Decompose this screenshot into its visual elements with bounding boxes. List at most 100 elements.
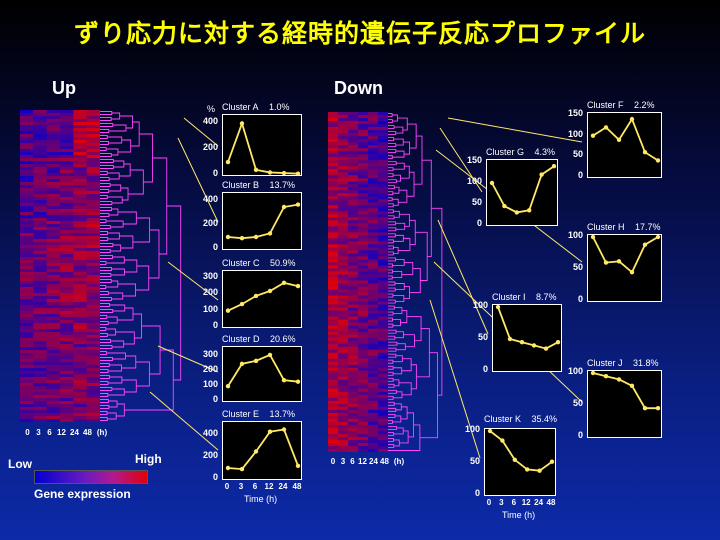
heatmap-cell xyxy=(86,371,100,375)
cluster-k-x-tick-label: 3 xyxy=(499,498,504,507)
heatmap-cell xyxy=(33,383,48,387)
dendrogram-branch xyxy=(392,174,401,182)
heatmap-cell xyxy=(60,140,74,144)
heatmap-cell xyxy=(368,217,379,221)
heatmap-cell xyxy=(348,127,359,131)
heatmap-cell xyxy=(73,395,88,399)
heatmap-cell xyxy=(378,244,388,248)
heatmap-cell xyxy=(328,331,339,336)
dendrogram-branch xyxy=(400,406,408,420)
dendrogram-branch xyxy=(392,258,405,266)
heatmap-cell xyxy=(358,208,369,212)
heatmap-cell xyxy=(73,356,88,360)
heatmap-cell xyxy=(328,229,339,233)
heatmap-cell xyxy=(378,205,388,209)
heatmap-cell xyxy=(33,233,48,237)
heatmap-cell xyxy=(348,385,359,390)
heatmap-cell xyxy=(348,208,359,212)
cluster-c-point xyxy=(253,293,259,299)
heatmap-cell xyxy=(33,161,48,165)
heatmap-cell xyxy=(338,409,349,414)
heatmap-cell xyxy=(20,401,34,405)
heatmap-cell xyxy=(348,409,359,414)
cluster-k-x-tick-label: 6 xyxy=(511,498,517,507)
heatmap-cell xyxy=(20,128,34,132)
heatmap-cell xyxy=(20,224,34,228)
heatmap-cell xyxy=(60,293,74,297)
heatmap-cell xyxy=(338,355,349,360)
heatmap-cell xyxy=(368,394,379,399)
heatmap-cell xyxy=(378,223,388,227)
cluster-d-y-tick-label: 100 xyxy=(202,379,218,390)
heatmap-cell xyxy=(338,259,349,263)
heatmap-cell xyxy=(358,256,369,260)
dendrogram-branch xyxy=(388,185,395,190)
heatmap-cell xyxy=(328,217,339,221)
cluster-k-title: Cluster K 35.4% xyxy=(484,414,557,424)
heatmap-cell xyxy=(368,337,379,342)
cluster-g-point xyxy=(539,172,544,177)
heatmap-cell xyxy=(20,350,34,354)
heatmap-cell xyxy=(358,178,369,182)
heatmap-cell xyxy=(46,416,61,420)
heatmap-cell xyxy=(46,254,61,258)
cluster-c-point xyxy=(239,301,245,307)
heatmap-cell xyxy=(73,398,88,402)
heatmap-cell xyxy=(328,364,339,369)
cluster-i-point xyxy=(555,340,561,345)
connector-line xyxy=(157,345,219,373)
heatmap-cell xyxy=(338,211,349,215)
heatmap-cell xyxy=(378,133,388,137)
heatmap-cell xyxy=(46,299,61,303)
heatmap-cell xyxy=(33,341,48,345)
heatmap-cell xyxy=(358,169,369,173)
heatmap-cell xyxy=(73,311,88,315)
heatmap-cell xyxy=(73,215,88,219)
heatmap-cell xyxy=(33,350,48,354)
heatmap-cell xyxy=(328,211,339,215)
heatmap-cell xyxy=(60,314,74,318)
dendrogram-branch xyxy=(388,227,397,232)
heatmap-cell xyxy=(86,311,100,315)
heatmap-cell xyxy=(378,178,388,182)
heatmap-cell xyxy=(348,397,359,402)
heatmap-cell xyxy=(378,190,388,194)
heatmap-cell xyxy=(20,278,34,282)
heatmap-cell xyxy=(33,419,48,422)
up-dendrogram xyxy=(100,111,182,421)
heatmap-cell xyxy=(358,421,369,426)
heatmap-cell xyxy=(338,406,349,411)
dendrogram-branch xyxy=(388,419,393,424)
heatmap-cell xyxy=(338,337,349,342)
heatmap-cell xyxy=(46,179,61,183)
heatmap-cell xyxy=(60,158,74,162)
heatmap-cell xyxy=(348,139,359,143)
heatmap-cell xyxy=(33,344,48,348)
cluster-h-y-tick-label: 100 xyxy=(567,230,583,240)
heatmap-cell xyxy=(328,379,339,384)
heatmap-cell xyxy=(328,133,339,137)
heatmap-cell xyxy=(60,299,74,303)
heatmap-cell xyxy=(86,413,100,417)
heatmap-cell xyxy=(60,416,74,420)
heatmap-cell xyxy=(20,161,34,165)
heatmap-cell xyxy=(60,221,74,225)
heatmap-cell xyxy=(368,229,379,233)
heatmap-cell xyxy=(86,395,100,399)
heatmap-cell xyxy=(73,347,88,351)
heatmap-cell xyxy=(46,335,61,339)
heatmap-cell xyxy=(378,289,388,293)
heatmap-cell xyxy=(20,248,34,252)
heatmap-cell xyxy=(348,421,359,426)
heatmap-cell xyxy=(60,161,74,165)
heatmap-cell xyxy=(73,227,88,231)
dendrogram-branch xyxy=(100,135,108,139)
heatmap-cell xyxy=(338,310,349,314)
cluster-h-percent: 17.7% xyxy=(632,222,661,232)
up-section-label: Up xyxy=(52,78,76,98)
heatmap-cell xyxy=(358,193,369,197)
heatmap-cell xyxy=(20,380,34,384)
heatmap-cell xyxy=(348,211,359,215)
heatmap-cell xyxy=(338,319,349,324)
heatmap-cell xyxy=(86,125,100,129)
